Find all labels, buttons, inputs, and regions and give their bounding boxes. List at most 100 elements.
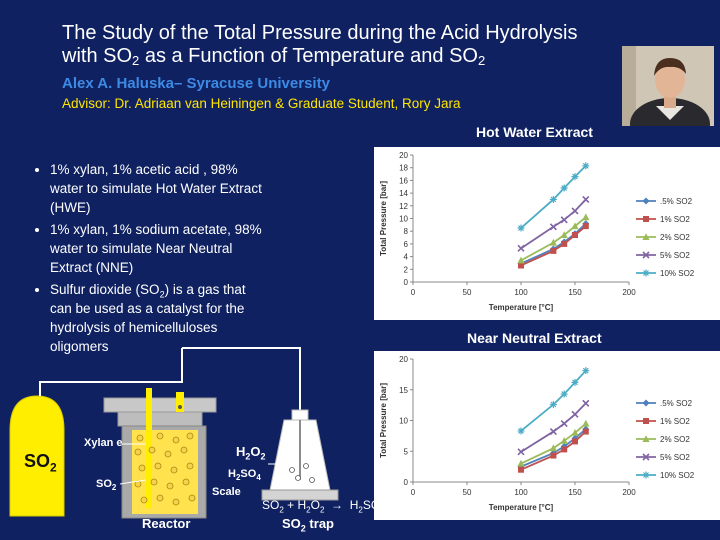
h2o2-label: H2O2	[236, 444, 266, 462]
data-point	[582, 223, 589, 230]
legend-item: 2% SO2	[636, 435, 690, 444]
legend-marker	[642, 233, 650, 240]
chart-title-hwe: Hot Water Extract	[476, 124, 593, 140]
legend-item: 10% SO2	[636, 269, 695, 278]
data-point	[582, 428, 589, 435]
data-point	[550, 452, 557, 459]
so2-tank	[9, 395, 65, 517]
series-1	[518, 428, 589, 473]
legend-item: 2% SO2	[636, 233, 690, 242]
data-point	[549, 401, 557, 409]
data-point	[549, 223, 557, 231]
data-point	[561, 446, 568, 453]
data-point	[560, 390, 568, 398]
data-point	[517, 427, 525, 435]
chart-nne: 0 5 10 15 20 0 50 100 150 200 Temperature [°C] Tota…	[374, 351, 720, 520]
y-tick-label: 2	[404, 265, 409, 274]
x-axis-label: Temperature [°C]	[489, 503, 554, 512]
chart-hwe: 0 2 4 6 8 10 12 14 16 18 20 0 50 100 150 200 Temperature…	[374, 147, 720, 320]
xylan-bubbles	[134, 432, 196, 506]
y-tick-label: 16	[399, 176, 408, 185]
y-tick-label: 5	[404, 447, 409, 456]
page-title: The Study of the Total Pressure during t…	[62, 22, 622, 68]
legend-label: 10% SO2	[660, 471, 695, 480]
so2-feed-label: SO2	[96, 478, 117, 493]
scale-label: Scale	[212, 486, 241, 498]
xylan-label: Xylan e	[84, 437, 123, 449]
data-point	[582, 419, 590, 427]
x-axis-label: Temperature [°C]	[489, 303, 554, 312]
x-tick-label: 0	[411, 288, 416, 297]
x-tick-label: 50	[463, 488, 472, 497]
series-line	[520, 370, 587, 432]
bullet-list: 1% xylan, 1% acetic acid , 98% water to …	[24, 160, 269, 359]
legend-item: .5% SO2	[636, 197, 693, 206]
series-4	[517, 162, 590, 232]
reactor-flange	[117, 411, 203, 427]
series-3	[517, 399, 590, 456]
data-point	[582, 213, 590, 221]
series-line	[520, 216, 587, 262]
h2so4-label: H2SO4	[228, 468, 261, 483]
title-part-b: with SO	[62, 45, 133, 67]
data-point	[549, 444, 557, 452]
reactor-port	[176, 392, 184, 412]
y-axis-label: Total Pressure [bar]	[379, 383, 388, 458]
legend-marker	[643, 418, 649, 424]
data-point	[518, 466, 524, 473]
series-1	[518, 223, 589, 269]
trap-neck	[291, 409, 309, 421]
y-tick-label: 10	[399, 417, 408, 426]
x-tick-label: 0	[411, 488, 416, 497]
data-point	[560, 436, 568, 444]
legend-label: .5% SO2	[660, 399, 693, 408]
so2-tank-label: SO2	[24, 451, 57, 475]
data-point	[517, 448, 525, 456]
bullet-item: 1% xylan, 1% sodium acetate, 98% water t…	[50, 220, 269, 277]
legend-label: 10% SO2	[660, 269, 695, 278]
y-tick-label: 20	[399, 151, 408, 160]
reactor-label: Reactor	[142, 516, 191, 531]
legend-label: 5% SO2	[660, 251, 690, 260]
legend-item: 10% SO2	[636, 471, 695, 480]
y-tick-label: 4	[404, 253, 409, 262]
data-point	[517, 244, 525, 252]
y-tick-label: 18	[399, 164, 408, 173]
data-point	[517, 256, 525, 264]
author-photo	[622, 46, 714, 126]
data-point	[572, 438, 578, 445]
data-point	[572, 232, 578, 239]
legend-label: 1% SO2	[660, 215, 690, 224]
x-tick-label: 50	[463, 288, 472, 297]
data-point	[517, 224, 525, 232]
so2-leader	[119, 479, 147, 485]
legend-label: 1% SO2	[660, 417, 690, 426]
data-point	[549, 195, 557, 203]
data-point	[518, 262, 524, 269]
title-line-1: The Study of the Total Pressure during t…	[62, 22, 578, 44]
legend-marker	[642, 269, 650, 277]
data-point	[582, 399, 590, 407]
chart-title-nne: Near Neutral Extract	[467, 330, 602, 346]
advisor-line: Advisor: Dr. Adriaan van Heiningen & Gra…	[62, 96, 461, 111]
bullet-item: 1% xylan, 1% acetic acid , 98% water to …	[50, 160, 269, 217]
x-tick-label: 200	[622, 288, 636, 297]
trap-bubbles	[289, 463, 315, 483]
data-point	[560, 420, 568, 428]
legend-marker	[642, 453, 650, 461]
bullet-item: Sulfur dioxide (SO2) is a gas that can b…	[50, 280, 269, 356]
y-tick-label: 0	[404, 278, 409, 287]
y-tick-label: 10	[399, 215, 408, 224]
apparatus-diagram	[9, 347, 339, 519]
legend-marker	[642, 471, 650, 479]
legend-item: 1% SO2	[636, 417, 690, 426]
data-point	[561, 240, 568, 247]
data-point	[560, 216, 568, 224]
series-3	[517, 195, 590, 252]
legend-marker	[643, 216, 649, 222]
legend-item: 1% SO2	[636, 215, 690, 224]
series-2	[517, 419, 590, 467]
data-point	[571, 173, 579, 181]
